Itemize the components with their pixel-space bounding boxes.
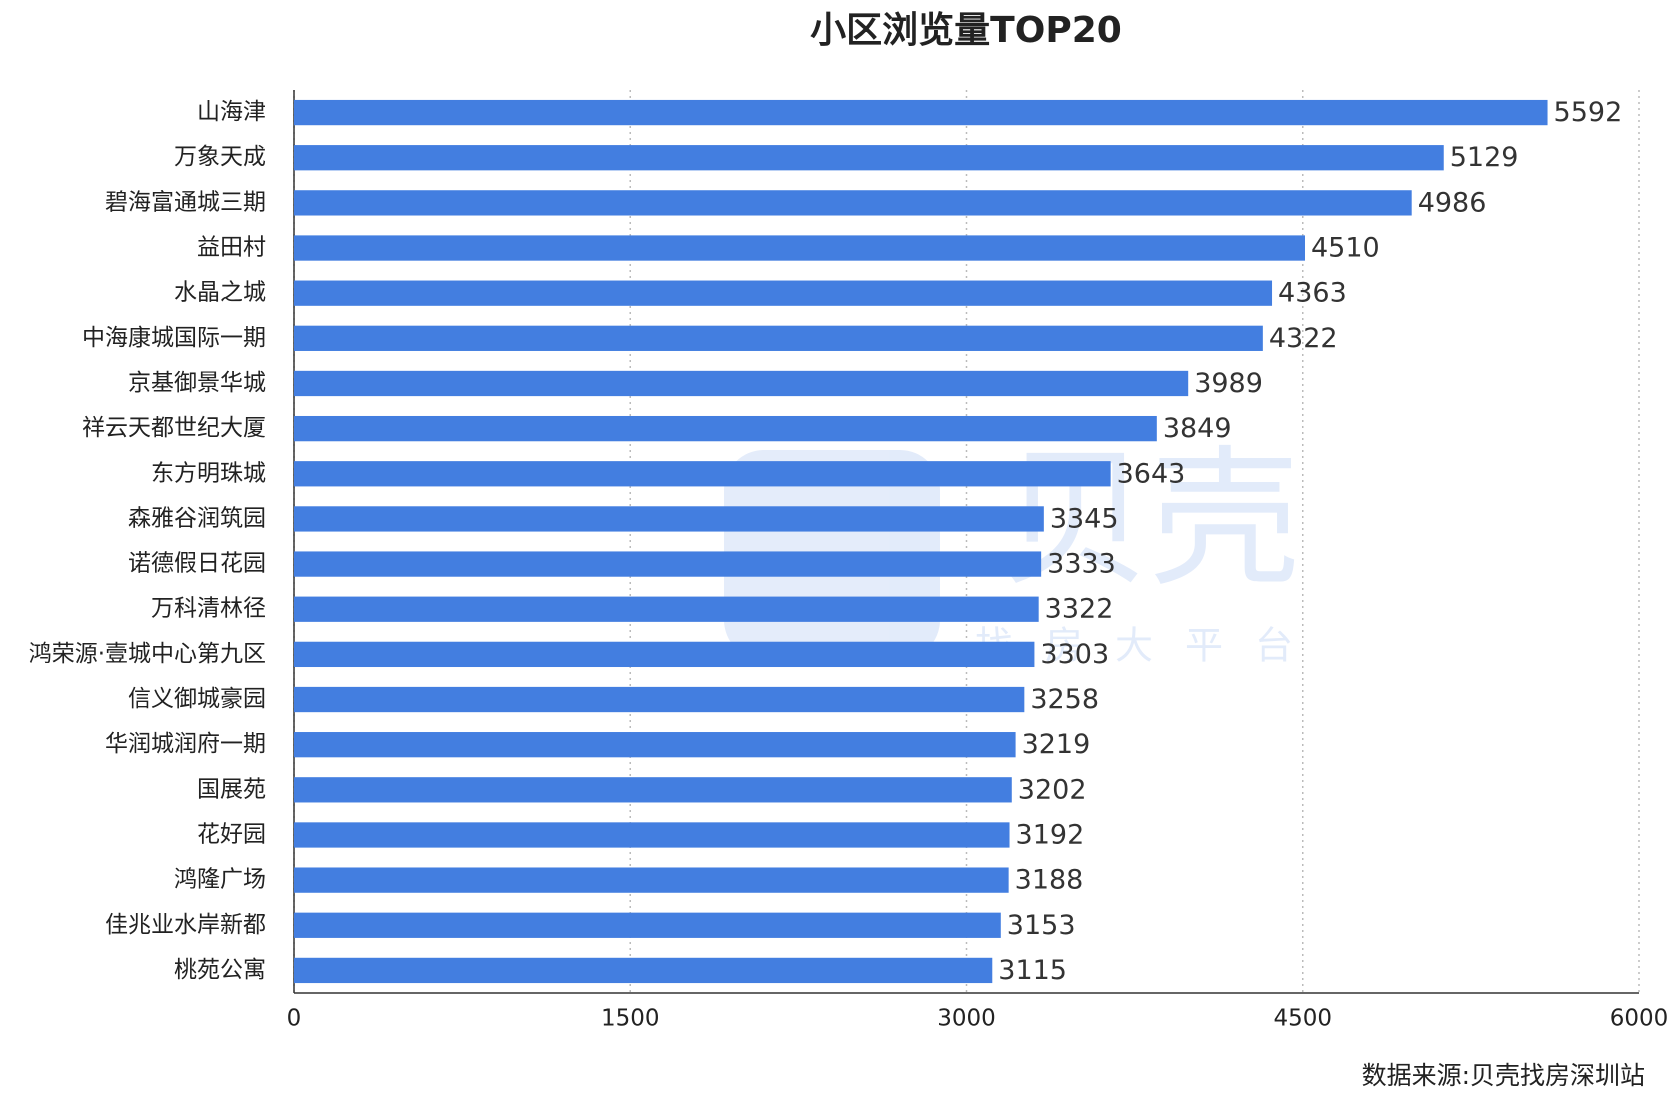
- bar: [294, 822, 1010, 848]
- bar: [294, 732, 1016, 758]
- x-tick-label: 4500: [1273, 1006, 1332, 1032]
- chart-title: 小区浏览量TOP20: [810, 10, 1122, 51]
- y-tick-label: 水晶之城: [174, 280, 266, 306]
- y-tick-label: 碧海富通城三期: [105, 189, 266, 215]
- value-label: 3115: [998, 955, 1067, 986]
- bar: [294, 370, 1189, 397]
- y-tick-label: 花好园: [197, 821, 266, 847]
- value-label: 3188: [1015, 865, 1084, 896]
- x-tick-label: 0: [287, 1006, 302, 1032]
- bar: [294, 280, 1273, 306]
- y-tick-label: 森雅谷润筑园: [128, 505, 266, 531]
- value-label: 3153: [1007, 910, 1076, 941]
- y-tick-label: 华润城润府一期: [105, 731, 266, 757]
- value-label: 3849: [1163, 413, 1232, 444]
- x-tick-label: 6000: [1610, 1006, 1669, 1032]
- bar: [294, 99, 1548, 126]
- value-label: 3258: [1030, 684, 1099, 715]
- value-label: 3989: [1194, 368, 1263, 399]
- bar: [294, 415, 1157, 442]
- y-tick-label: 鸿隆广场: [174, 867, 266, 893]
- y-tick-label: 诺德假日花园: [128, 551, 266, 577]
- value-label: 5592: [1554, 97, 1623, 128]
- bar: [294, 145, 1444, 171]
- bar: [294, 506, 1044, 532]
- value-label: 3333: [1047, 549, 1116, 580]
- bar: [294, 867, 1009, 893]
- bar: [294, 686, 1025, 713]
- source-note: 数据来源:贝壳找房深圳站: [1362, 1061, 1645, 1090]
- y-tick-label: 祥云天都世纪大厦: [82, 415, 266, 441]
- y-tick-label: 万象天成: [174, 144, 266, 170]
- value-label: 5129: [1450, 142, 1519, 173]
- bar: [294, 235, 1305, 261]
- bar: [294, 596, 1039, 622]
- value-label: 3322: [1045, 594, 1114, 625]
- bar: [294, 777, 1012, 803]
- y-tick-label: 益田村: [197, 235, 266, 261]
- bar: [294, 957, 993, 984]
- y-tick-label: 信义御城豪园: [128, 686, 266, 712]
- y-tick-label: 万科清林径: [151, 596, 266, 622]
- bar: [294, 190, 1412, 216]
- y-tick-label: 鸿荣源·壹城中心第九区: [29, 641, 266, 667]
- y-tick-label: 京基御景华城: [128, 370, 266, 396]
- value-label: 3303: [1040, 639, 1109, 670]
- value-label: 3643: [1117, 458, 1186, 489]
- value-label: 3192: [1016, 819, 1085, 850]
- bar: [294, 461, 1111, 487]
- y-tick-label: 国展苑: [197, 776, 266, 802]
- bar: [294, 641, 1035, 668]
- x-tick-label: 3000: [937, 1006, 996, 1032]
- value-label: 3202: [1018, 774, 1087, 805]
- bar: [294, 551, 1042, 577]
- y-tick-label: 桃苑公寓: [174, 957, 266, 983]
- bar: [294, 325, 1263, 351]
- x-tick-label: 1500: [601, 1006, 660, 1032]
- value-label: 4363: [1278, 278, 1347, 309]
- value-label: 3345: [1050, 503, 1119, 534]
- value-label: 4510: [1311, 233, 1380, 264]
- bar: [294, 912, 1001, 938]
- value-label: 3219: [1022, 729, 1091, 760]
- y-tick-label: 东方明珠城: [151, 460, 266, 486]
- value-label: 4322: [1269, 323, 1338, 354]
- y-tick-label: 山海津: [197, 99, 266, 125]
- y-tick-label: 中海康城国际一期: [82, 325, 266, 351]
- y-tick-label: 佳兆业水岸新都: [105, 912, 266, 938]
- value-label: 4986: [1418, 187, 1487, 218]
